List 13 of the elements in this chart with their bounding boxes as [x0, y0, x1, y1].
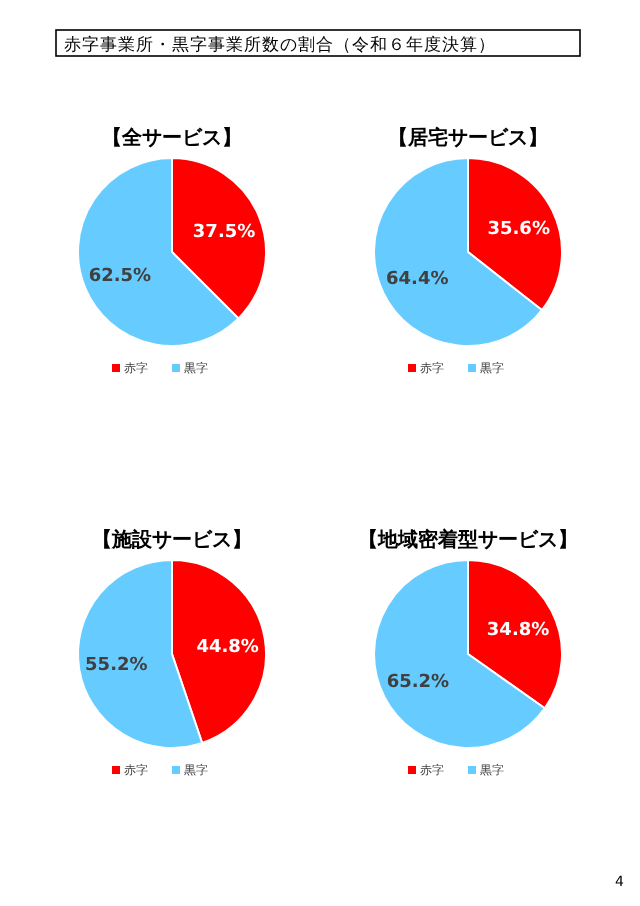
text: 赤字事業所・黒字事業所数の割合（令和６年度決算）	[64, 34, 496, 56]
data-label: 34.8%	[486, 621, 550, 642]
data-label: 62.5%	[88, 266, 152, 287]
data-label: 44.8%	[196, 637, 259, 658]
data-label: 37.5%	[192, 223, 256, 244]
chart-title: 【地域密着型サービス】	[358, 528, 578, 552]
data-label: 35.6%	[487, 220, 550, 241]
data-label: 65.2%	[386, 672, 450, 693]
data-label: 64.4%	[386, 269, 449, 290]
chart-title: 【居宅サービス】	[388, 126, 548, 150]
data-label: 55.2%	[85, 656, 148, 677]
chart-title: 【施設サービス】	[92, 528, 252, 552]
chart-title: 【全サービス】	[102, 126, 242, 150]
